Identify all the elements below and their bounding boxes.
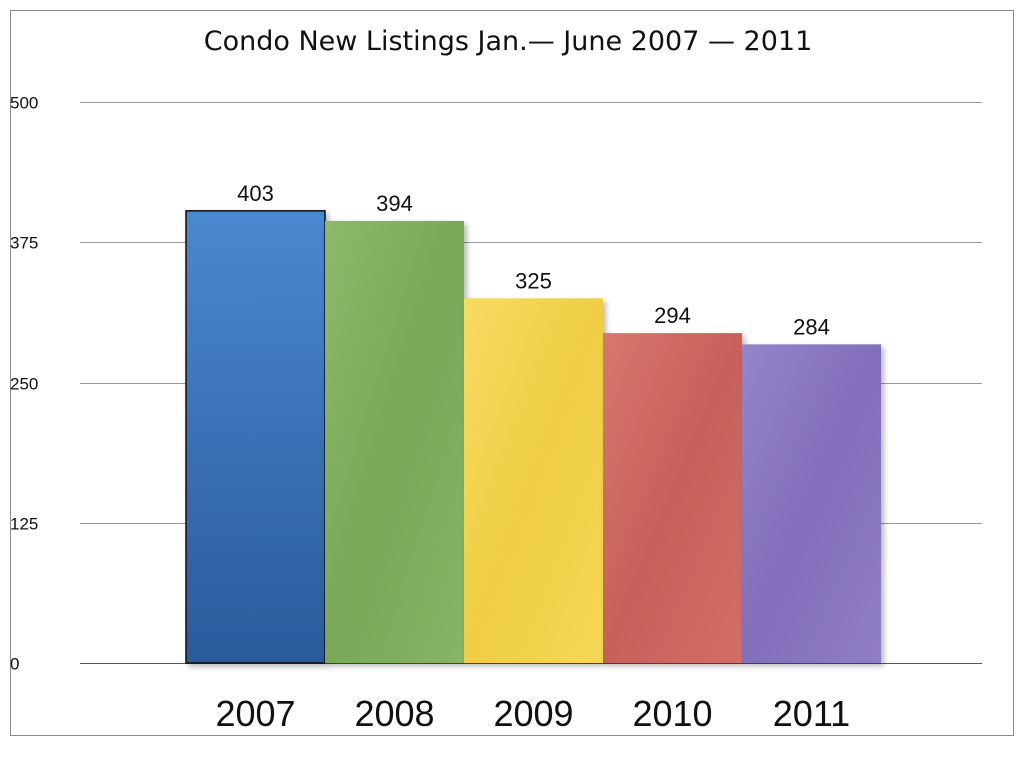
y-tick-label: 125 bbox=[10, 515, 38, 534]
bar-2009 bbox=[464, 298, 603, 663]
chart-title: Condo New Listings Jan.— June 2007 — 201… bbox=[204, 26, 813, 57]
data-label-2011: 284 bbox=[793, 314, 830, 339]
y-tick-label: 500 bbox=[10, 94, 38, 113]
y-tick-label: 0 bbox=[10, 655, 19, 674]
x-tick-label-2009: 2009 bbox=[493, 693, 573, 734]
bars bbox=[185, 210, 881, 664]
y-tick-label: 375 bbox=[10, 234, 38, 253]
x-tick-label-2007: 2007 bbox=[215, 693, 295, 734]
y-axis-ticks: 0 125 250 375 500 bbox=[10, 94, 38, 674]
data-label-2009: 325 bbox=[515, 268, 552, 293]
y-tick-label: 250 bbox=[10, 375, 38, 394]
data-label-2010: 294 bbox=[654, 303, 691, 328]
x-tick-label-2008: 2008 bbox=[354, 693, 434, 734]
x-tick-label-2010: 2010 bbox=[632, 693, 712, 734]
data-label-2008: 394 bbox=[376, 191, 413, 216]
bar-2007 bbox=[185, 210, 326, 664]
x-tick-label-2011: 2011 bbox=[773, 693, 850, 734]
bar-2008 bbox=[325, 220, 464, 663]
x-axis-ticks: 2007 2008 2009 2010 2011 bbox=[215, 693, 850, 734]
bar-2011 bbox=[742, 344, 881, 663]
data-label-2007: 403 bbox=[237, 181, 274, 206]
bar-2010 bbox=[603, 333, 742, 663]
data-labels: 403 394 325 294 284 bbox=[237, 181, 830, 340]
